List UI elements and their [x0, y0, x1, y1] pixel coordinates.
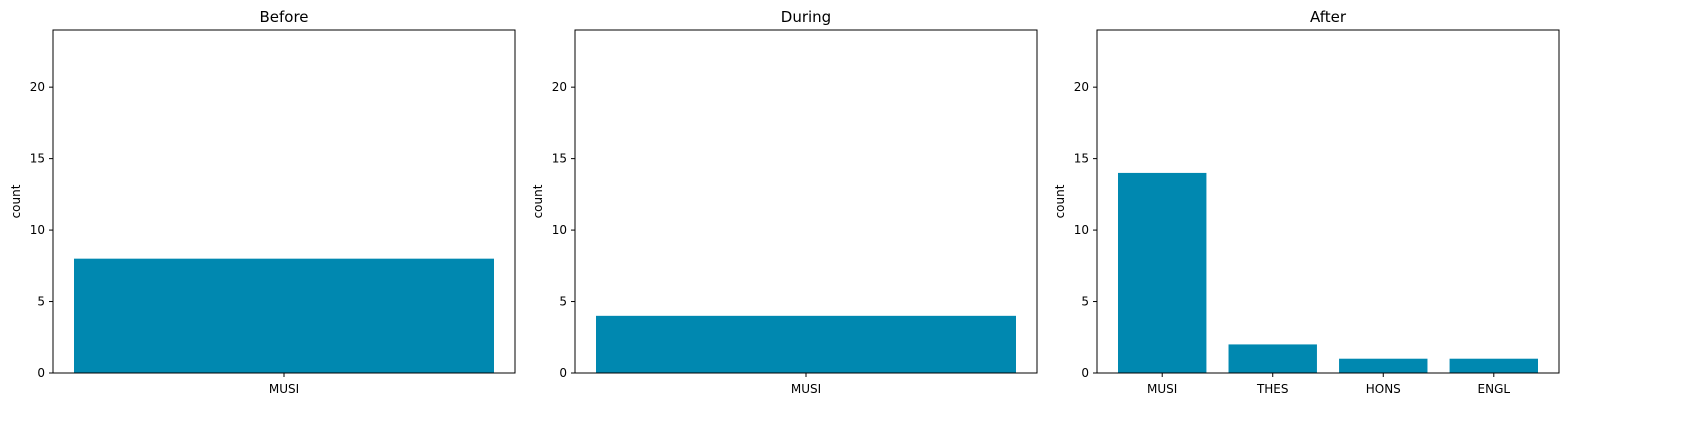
y-axis-label: count — [531, 184, 545, 218]
y-tick-label: 20 — [552, 80, 567, 94]
x-tick-label: MUSI — [1147, 382, 1177, 396]
x-tick-label: ENGL — [1478, 382, 1511, 396]
y-tick-label: 20 — [1074, 80, 1089, 94]
chart-title: During — [781, 8, 831, 26]
chart-panel-3: 0 5 10 15 20 MUSI THES HONS ENGL After count — [1053, 8, 1560, 396]
axes-frame — [1096, 29, 1560, 374]
y-tick-label: 0 — [37, 366, 45, 380]
y-tick-label: 10 — [552, 223, 567, 237]
y-tick-label: 10 — [30, 223, 45, 237]
bar-thes — [1228, 344, 1317, 373]
y-tick-label: 15 — [1074, 152, 1089, 166]
bar-musi — [596, 315, 1016, 373]
chart-title: After — [1310, 8, 1347, 26]
y-tick-label: 20 — [30, 80, 45, 94]
x-tick-label: MUSI — [791, 382, 821, 396]
y-tick-label: 15 — [30, 152, 45, 166]
bar-musi — [74, 258, 494, 373]
y-tick-label: 0 — [559, 366, 567, 380]
y-tick-label: 15 — [552, 152, 567, 166]
x-tick-label: THES — [1256, 382, 1289, 396]
y-axis-label: count — [1053, 184, 1067, 218]
bar-hons — [1339, 358, 1428, 373]
y-tick-label: 10 — [1074, 223, 1089, 237]
y-tick-label: 5 — [559, 295, 567, 309]
y-tick-label: 0 — [1081, 366, 1089, 380]
chart-panel-1: 0 5 10 15 20 MUSI Before count — [9, 8, 516, 396]
bar-engl — [1449, 358, 1538, 373]
y-tick-label: 5 — [1081, 295, 1089, 309]
bar-musi — [1118, 172, 1207, 373]
chart-title: Before — [259, 8, 308, 26]
chart-panel-2: 0 5 10 15 20 MUSI During count — [531, 8, 1038, 396]
x-tick-label: HONS — [1366, 382, 1401, 396]
y-tick-label: 5 — [37, 295, 45, 309]
y-axis-label: count — [9, 184, 23, 218]
x-tick-label: MUSI — [269, 382, 299, 396]
